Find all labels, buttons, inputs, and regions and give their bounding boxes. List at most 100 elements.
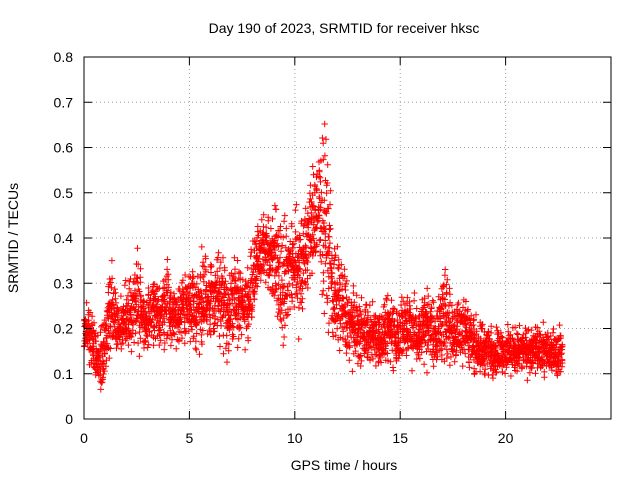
data-point [438, 351, 445, 359]
data-point [146, 328, 153, 335]
data-point [245, 337, 252, 344]
data-point [187, 338, 194, 345]
data-point [429, 297, 436, 304]
data-point [136, 328, 143, 336]
data-point [358, 294, 365, 301]
data-point [335, 297, 343, 305]
data-point [310, 235, 317, 242]
data-point [226, 326, 233, 334]
data-point [243, 283, 251, 290]
data-point [137, 335, 144, 342]
data-point [148, 319, 155, 326]
data-point [436, 315, 444, 322]
data-point [243, 293, 251, 300]
data-point [86, 309, 94, 316]
data-point [288, 220, 295, 227]
data-point [276, 254, 284, 261]
data-point [489, 371, 496, 378]
data-point [220, 294, 228, 301]
data-point [389, 347, 396, 354]
data-point [106, 354, 113, 362]
data-point [277, 248, 285, 255]
data-point [441, 272, 449, 279]
data-point [248, 307, 256, 315]
data-point [305, 220, 312, 227]
data-point [397, 318, 404, 326]
data-point [299, 305, 306, 313]
data-point [268, 249, 275, 256]
data-point [296, 265, 303, 272]
data-point [225, 347, 232, 354]
data-point [558, 363, 566, 370]
data-point [134, 245, 141, 252]
data-point [382, 316, 389, 323]
data-point [303, 221, 311, 229]
data-point [228, 300, 236, 307]
data-point [248, 265, 255, 273]
data-point [192, 338, 200, 345]
data-point [100, 338, 107, 345]
data-point [281, 212, 288, 219]
data-point [424, 285, 431, 292]
data-point [237, 324, 244, 331]
data-point [557, 368, 564, 375]
data-point [243, 325, 250, 332]
data-point [401, 337, 408, 344]
data-point [323, 252, 330, 259]
data-point [377, 359, 385, 366]
data-point [126, 285, 133, 292]
data-point [358, 357, 365, 365]
data-point [308, 270, 316, 277]
data-point [130, 339, 138, 346]
data-point [247, 253, 254, 260]
data-point [272, 206, 279, 213]
data-point [453, 326, 460, 333]
data-point [320, 140, 327, 147]
data-point [289, 244, 297, 251]
data-point [462, 350, 469, 357]
data-point [181, 271, 189, 279]
data-point [193, 280, 200, 288]
data-point [171, 331, 178, 338]
data-point [536, 331, 543, 338]
data-point [163, 335, 170, 342]
data-point [157, 337, 164, 344]
data-point [193, 330, 200, 337]
data-point [442, 266, 449, 273]
data-point [357, 308, 364, 315]
data-point [206, 326, 213, 334]
data-point [324, 205, 331, 212]
data-point [425, 292, 432, 300]
data-point [300, 222, 307, 230]
data-point [326, 201, 334, 208]
data-point [221, 280, 228, 288]
data-point [328, 269, 335, 276]
data-point [207, 269, 215, 276]
data-point [185, 327, 192, 335]
data-point [263, 232, 270, 239]
data-point [217, 258, 224, 266]
data-point [200, 278, 207, 285]
data-point [497, 329, 505, 336]
data-point [511, 324, 519, 331]
data-point [288, 298, 296, 305]
data-point [167, 342, 175, 349]
data-point [558, 357, 566, 364]
data-point [308, 209, 315, 217]
data-point [171, 299, 179, 306]
data-point [472, 311, 480, 318]
data-point [142, 314, 149, 321]
data-point [189, 268, 196, 275]
data-point [97, 329, 104, 336]
data-point [320, 287, 327, 294]
data-point [421, 295, 428, 302]
data-point [121, 282, 129, 289]
data-point [309, 231, 316, 238]
data-point [199, 295, 206, 302]
data-point [161, 319, 168, 326]
data-point [202, 253, 209, 260]
data-point [227, 316, 234, 323]
data-point [322, 237, 329, 244]
data-point [309, 163, 316, 170]
data-point [167, 289, 174, 296]
